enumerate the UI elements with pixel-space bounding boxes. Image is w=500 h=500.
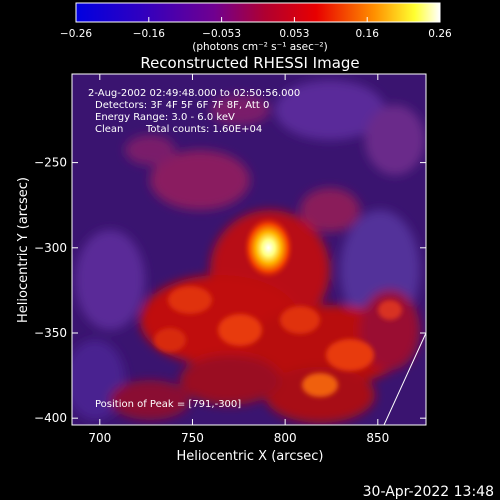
timestamp: 30-Apr-2022 13:48 xyxy=(363,484,494,500)
colorbar-tick-label: −0.053 xyxy=(202,28,241,40)
annotation-energy: Energy Range: 3.0 - 6.0 keV xyxy=(95,112,235,123)
colorbar-tick-label: −0.16 xyxy=(133,28,165,40)
colorbar-tick-label: 0.053 xyxy=(279,28,309,40)
annotation-total-counts: Total counts: 1.60E+04 xyxy=(145,124,262,135)
axis-ticks: 700 750 800 850 −250 −300 −350 −400 xyxy=(34,74,426,445)
x-tick-label: 750 xyxy=(181,431,204,445)
y-tick-label: −250 xyxy=(34,156,67,170)
colorbar xyxy=(76,3,440,22)
colorbar-ticks: −0.26 −0.16 −0.053 0.053 0.16 0.26 xyxy=(60,17,452,40)
peak-source xyxy=(242,215,295,280)
colorbar-tick-label: −0.26 xyxy=(60,28,92,40)
solar-limb-line xyxy=(383,332,426,425)
y-axis-label: Heliocentric Y (arcsec) xyxy=(16,177,31,323)
x-tick-label: 850 xyxy=(366,431,389,445)
x-axis-label: Heliocentric X (arcsec) xyxy=(177,449,324,464)
y-tick-label: −400 xyxy=(34,411,67,425)
x-tick-label: 800 xyxy=(274,431,297,445)
annotation-clean: Clean xyxy=(95,124,123,135)
peak-glow xyxy=(242,215,295,280)
colorbar-tick-label: 0.16 xyxy=(356,28,380,40)
plot-frame xyxy=(71,73,427,426)
colorbar-tick-label: 0.26 xyxy=(428,28,452,40)
peak-position-label: Position of Peak = [791,-300] xyxy=(95,399,241,410)
colorbar-frame xyxy=(75,2,441,23)
colorbar-label: (photons cm⁻² s⁻¹ asec⁻²) xyxy=(192,41,327,53)
annotation-detectors: Detectors: 3F 4F 5F 6F 7F 8F, Att 0 xyxy=(95,100,269,111)
y-tick-label: −350 xyxy=(34,326,67,340)
x-tick-label: 700 xyxy=(88,431,111,445)
chart-title: Reconstructed RHESSI Image xyxy=(140,54,359,72)
y-tick-label: −300 xyxy=(34,241,67,255)
heatmap-image xyxy=(72,74,426,425)
annotation-time-range: 2-Aug-2002 02:49:48.000 to 02:50:56.000 xyxy=(88,88,300,99)
